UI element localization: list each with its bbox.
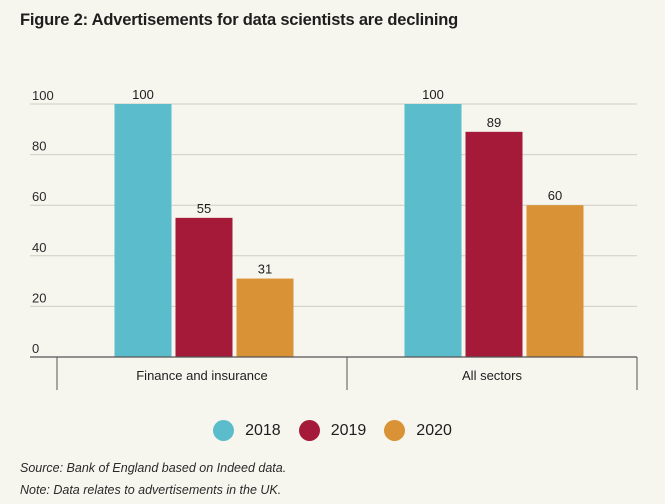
y-tick-label-0: 0 — [32, 341, 39, 356]
data-label-2020-1: 60 — [548, 188, 562, 203]
legend-item-2019: 2019 — [298, 420, 367, 441]
data-label-2020-0: 31 — [258, 262, 272, 277]
legend: 2018 2019 2020 — [0, 420, 665, 441]
data-label-2018-1: 100 — [422, 87, 444, 102]
data-note: Note: Data relates to advertisements in … — [20, 483, 282, 497]
chart-notes: Source: Bank of England based on Indeed … — [20, 457, 286, 501]
bar-2019-0 — [175, 217, 233, 357]
category-label-0: Finance and insurance — [136, 368, 268, 383]
category-label-1: All sectors — [462, 368, 522, 383]
data-label-2019-0: 55 — [197, 201, 211, 216]
legend-swatch-2020 — [384, 420, 406, 441]
y-tick-label-20: 20 — [32, 290, 46, 305]
bar-2020-1 — [526, 205, 584, 357]
legend-swatch-2018 — [213, 420, 235, 441]
legend-label-2019: 2019 — [330, 421, 367, 439]
data-label-2019-1: 89 — [487, 115, 501, 130]
legend-item-2020: 2020 — [384, 420, 452, 441]
y-tick-label-60: 60 — [32, 189, 46, 204]
y-tick-label-40: 40 — [32, 240, 46, 255]
y-tick-label-100: 100 — [32, 88, 54, 103]
bar-chart: 0 20 40 60 80 100 100 55 31 Finance and insurance… — [30, 87, 638, 390]
bar-2019-1 — [465, 131, 523, 357]
data-label-2018-0: 100 — [132, 87, 154, 102]
bar-2018-0 — [114, 104, 172, 357]
legend-label-2018: 2018 — [245, 421, 281, 439]
y-tick-label-80: 80 — [32, 139, 46, 154]
legend-swatch-2019 — [298, 420, 320, 441]
legend-item-2018: 2018 — [213, 420, 281, 441]
bar-2020-0 — [236, 278, 294, 357]
legend-label-2020: 2020 — [416, 421, 452, 439]
chart-title: Figure 2: Advertisements for data scient… — [20, 11, 459, 29]
bar-2018-1 — [404, 104, 462, 357]
source-note: Source: Bank of England based on Indeed … — [20, 461, 287, 475]
